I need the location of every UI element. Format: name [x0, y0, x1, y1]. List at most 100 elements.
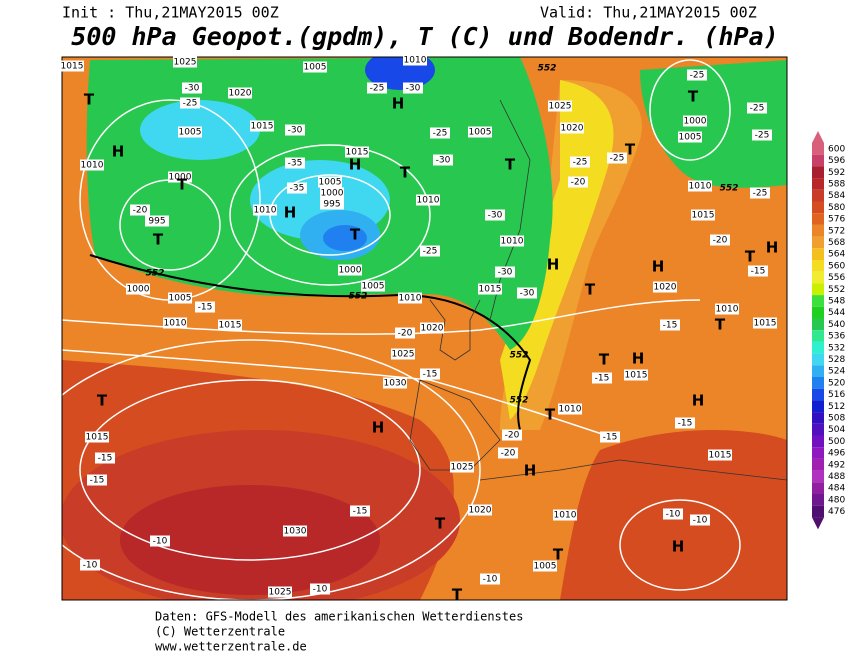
temperature-label-box	[403, 82, 423, 94]
pressure-label-box	[678, 131, 702, 143]
pressure-label: 1010	[554, 511, 577, 521]
temperature-label-box	[95, 452, 115, 464]
pressure-label: 1015	[709, 451, 732, 461]
pressure-label-box	[708, 449, 732, 461]
pressure-label: 1015	[86, 433, 109, 443]
pressure-label-box	[688, 180, 712, 192]
pressure-label: 1010	[164, 319, 187, 329]
temperature-label-box	[660, 319, 680, 331]
temperature-label-box	[420, 245, 440, 257]
pressure-label-box	[653, 281, 677, 293]
colorbar-label: 524	[828, 367, 845, 377]
pressure-label: 1000	[684, 117, 707, 127]
colorbar-label: 496	[828, 449, 845, 459]
temperature-label: -10	[83, 561, 98, 571]
pressure-label: 1025	[549, 102, 572, 112]
pressure-label: 1020	[654, 283, 677, 293]
pressure-center: T	[505, 156, 516, 174]
temperature-label-box	[310, 583, 330, 595]
colorbar-label: 588	[828, 179, 845, 189]
colorbar-label: 580	[828, 203, 845, 213]
temperature-label: -25	[423, 247, 438, 257]
pressure-center: T	[435, 515, 446, 533]
colorbar-label: 528	[828, 355, 845, 365]
temperature-label: -15	[90, 476, 105, 486]
temperature-label-box	[568, 176, 588, 188]
pressure-label-box	[391, 348, 415, 360]
temperature-label-box	[687, 69, 707, 81]
pressure-label: 995	[148, 217, 165, 227]
footer-copyright: (C) Wetterzentrale	[155, 625, 285, 639]
colorbar-label: 572	[828, 226, 845, 236]
colorbar-label: 600	[828, 144, 845, 154]
pressure-label: 1005	[469, 128, 492, 138]
colorbar-cap	[812, 517, 824, 530]
colorbar-swatch	[812, 470, 824, 483]
colorbar-label: 516	[828, 390, 845, 400]
colorbar-swatch	[812, 412, 824, 424]
temperature-label-box	[675, 417, 695, 429]
temperature-label-box	[592, 372, 612, 384]
pressure-label-box	[60, 60, 84, 72]
temperature-label: -25	[183, 99, 198, 109]
colorbar-label: 544	[828, 308, 845, 318]
temperature-label: -25	[690, 71, 705, 81]
trough	[640, 60, 787, 188]
temperature-label-box	[600, 431, 620, 443]
temperature-label-box	[748, 265, 768, 277]
pressure-label-box	[403, 54, 427, 66]
colorbar-swatch	[812, 353, 824, 366]
temperature-label-box	[285, 124, 305, 136]
pressure-label: 1015	[346, 148, 369, 158]
temperature-label: -15	[353, 507, 368, 517]
pressure-label-box	[468, 504, 492, 516]
temperature-label: -15	[98, 454, 113, 464]
pressure-label-box	[420, 322, 444, 334]
temperature-label: -30	[406, 84, 421, 94]
pressure-center: H	[632, 350, 645, 368]
pressure-center: H	[284, 204, 297, 222]
colorbar-label: 560	[828, 261, 845, 271]
temperature-label-box	[747, 102, 767, 114]
pressure-label: 1015	[219, 321, 242, 331]
colorbar-swatch	[812, 377, 824, 389]
colorbar-swatch	[812, 295, 824, 307]
pressure-label: 1010	[254, 206, 277, 216]
pressure-label-box	[548, 100, 572, 112]
temperature-label: -10	[313, 585, 328, 595]
pressure-center: T	[452, 586, 463, 604]
temperature-label: -10	[666, 510, 681, 520]
pressure-label: 1015	[692, 211, 715, 221]
colorbar-label: 476	[828, 507, 845, 517]
temperature-label-box	[607, 152, 627, 164]
temperature-label: -20	[713, 236, 728, 246]
colorbar-label: 492	[828, 460, 845, 470]
temperature-label: -15	[678, 419, 693, 429]
temperature-label: -25	[610, 154, 625, 164]
pressure-center: H	[692, 392, 705, 410]
temperature-label: -25	[750, 104, 765, 114]
colorbar-label: 508	[828, 413, 845, 423]
pressure-label: 1005	[534, 562, 557, 572]
pressure-label: 1015	[479, 285, 502, 295]
pressure-label-box	[228, 87, 252, 99]
colorbar-label: 564	[828, 250, 845, 260]
temperature-label: -25	[433, 129, 448, 139]
pressure-label: 1010	[559, 405, 582, 415]
temperature-label: -15	[603, 433, 618, 443]
pressure-label-box	[753, 317, 777, 329]
temperature-label-box	[195, 301, 215, 313]
pressure-label-box	[398, 292, 422, 304]
colorbar-label: 592	[828, 168, 845, 178]
geopotential-label: 552	[510, 351, 529, 361]
temperature-label: -30	[520, 289, 535, 299]
temperature-label: -20	[501, 449, 516, 459]
geopotential-label: 552	[349, 292, 368, 302]
colorbar-swatch	[812, 447, 824, 459]
pressure-center: T	[585, 281, 596, 299]
temperature-label: -30	[436, 156, 451, 166]
colorbar-swatch	[812, 271, 824, 284]
pressure-label: 1025	[392, 350, 415, 360]
pressure-label-box	[624, 369, 648, 381]
temperature-label-box	[350, 505, 370, 517]
